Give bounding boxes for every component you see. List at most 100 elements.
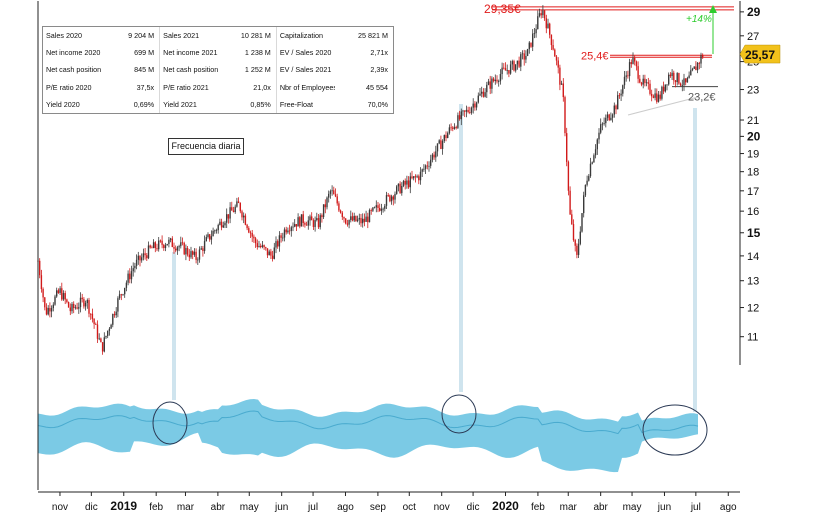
y-tick-label: 15: [747, 226, 761, 240]
candle-body: [88, 300, 90, 314]
candle-body: [392, 196, 394, 200]
highlight-ellipses: [152, 394, 708, 456]
candle-body: [207, 234, 209, 238]
candle-body: [339, 210, 342, 213]
y-tick-label: 17: [747, 186, 759, 198]
candle-body: [368, 210, 371, 223]
candle-body: [338, 203, 340, 211]
candle-body: [290, 227, 292, 231]
x-tick-label: jun: [657, 502, 671, 513]
x-tick-label: dic: [85, 502, 98, 513]
candle-body: [52, 304, 54, 309]
candle-body: [192, 251, 194, 255]
financial-summary-table: Sales 2020 9 204 M Sales 2021 10 281 M Capit…: [42, 26, 394, 114]
candle-body: [686, 77, 689, 83]
y-tick-label: 14: [747, 251, 759, 263]
candle-body: [620, 93, 622, 96]
candle-body: [583, 195, 585, 214]
candle-body: [370, 210, 372, 211]
table-row: Yield 2020 0,69% Yield 2021 0,85% Free-Float…: [43, 95, 393, 113]
candle-body: [474, 103, 476, 108]
candle-body: [399, 183, 401, 194]
table-row: Net cash position 2020 845 M Net cash posi…: [43, 61, 393, 79]
candle-body: [377, 205, 379, 208]
candle-body: [134, 265, 136, 269]
candle-body: [557, 60, 559, 68]
candle-body: [243, 215, 245, 218]
candle-body: [345, 218, 347, 224]
candle-body: [249, 232, 252, 234]
candle-body: [523, 53, 525, 60]
upside-label: +14%: [686, 14, 712, 25]
table-cell-label: Net cash position 2021: [159, 61, 218, 79]
candle-body: [683, 78, 685, 86]
candle-body: [513, 61, 515, 71]
candle-body: [540, 13, 542, 16]
candle-body: [676, 73, 678, 83]
candle-body: [407, 180, 410, 188]
table-cell-value: 45 554: [366, 82, 388, 92]
candle-body: [628, 62, 631, 77]
candle-body: [304, 223, 306, 225]
candle-body: [217, 224, 219, 231]
candle-body: [537, 16, 539, 30]
table-cell-value: 25 821 M: [358, 31, 388, 41]
candle-body: [481, 91, 483, 94]
candle-body: [312, 220, 315, 227]
candle-body: [122, 294, 124, 296]
candle-body: [343, 217, 345, 219]
candle-body: [581, 213, 583, 232]
candle-body: [413, 176, 415, 179]
candle-body: [169, 238, 172, 240]
candle-body: [90, 313, 92, 315]
candle-body: [645, 82, 648, 84]
resistance-label: 25,4€: [581, 50, 609, 62]
table-cell-value: 2,39x: [370, 65, 388, 75]
candle-body: [389, 195, 391, 202]
candle-body: [147, 245, 150, 259]
candle-body: [251, 233, 253, 237]
table-cell-value: 2,71x: [370, 48, 388, 58]
y-tick-label: 20: [747, 129, 761, 143]
candle-body: [494, 79, 496, 82]
candle-body: [380, 208, 383, 211]
y-tick-label: 18: [747, 167, 759, 179]
candle-body: [110, 324, 112, 329]
candle-body: [649, 83, 651, 94]
candle-body: [256, 243, 258, 248]
candle-body: [424, 165, 427, 169]
candle-body: [484, 92, 486, 97]
candle-body: [438, 140, 440, 144]
candle-body: [273, 247, 275, 259]
candle-body: [227, 214, 230, 219]
candle-body: [397, 183, 400, 187]
candle-body: [79, 297, 82, 308]
candle-body: [81, 297, 83, 300]
candle-body: [433, 154, 435, 158]
table-cell-value: 845 M: [134, 65, 155, 75]
x-tick-label: ago: [337, 502, 354, 513]
candle-body: [78, 307, 80, 309]
candle-body: [326, 197, 328, 208]
candle-body: [268, 251, 270, 256]
candle-body: [231, 207, 233, 211]
candle-body: [156, 248, 158, 250]
candle-body: [700, 55, 702, 64]
candle-body: [470, 107, 473, 113]
candle-body: [426, 165, 428, 167]
candle-body: [73, 303, 75, 309]
candle-body: [105, 335, 107, 338]
candle-body: [419, 171, 422, 181]
candle-body: [244, 215, 247, 225]
candle-body: [356, 219, 359, 222]
candle-body: [59, 288, 61, 293]
candle-body: [385, 195, 388, 206]
table-row: Sales 2020 9 204 M Sales 2021 10 281 M Capit…: [43, 27, 393, 45]
candle-body: [603, 123, 605, 124]
candle-body: [448, 127, 451, 134]
candle-body: [472, 103, 474, 108]
candle-body: [691, 68, 694, 71]
candle-body: [618, 95, 621, 97]
candle-body: [50, 308, 53, 312]
